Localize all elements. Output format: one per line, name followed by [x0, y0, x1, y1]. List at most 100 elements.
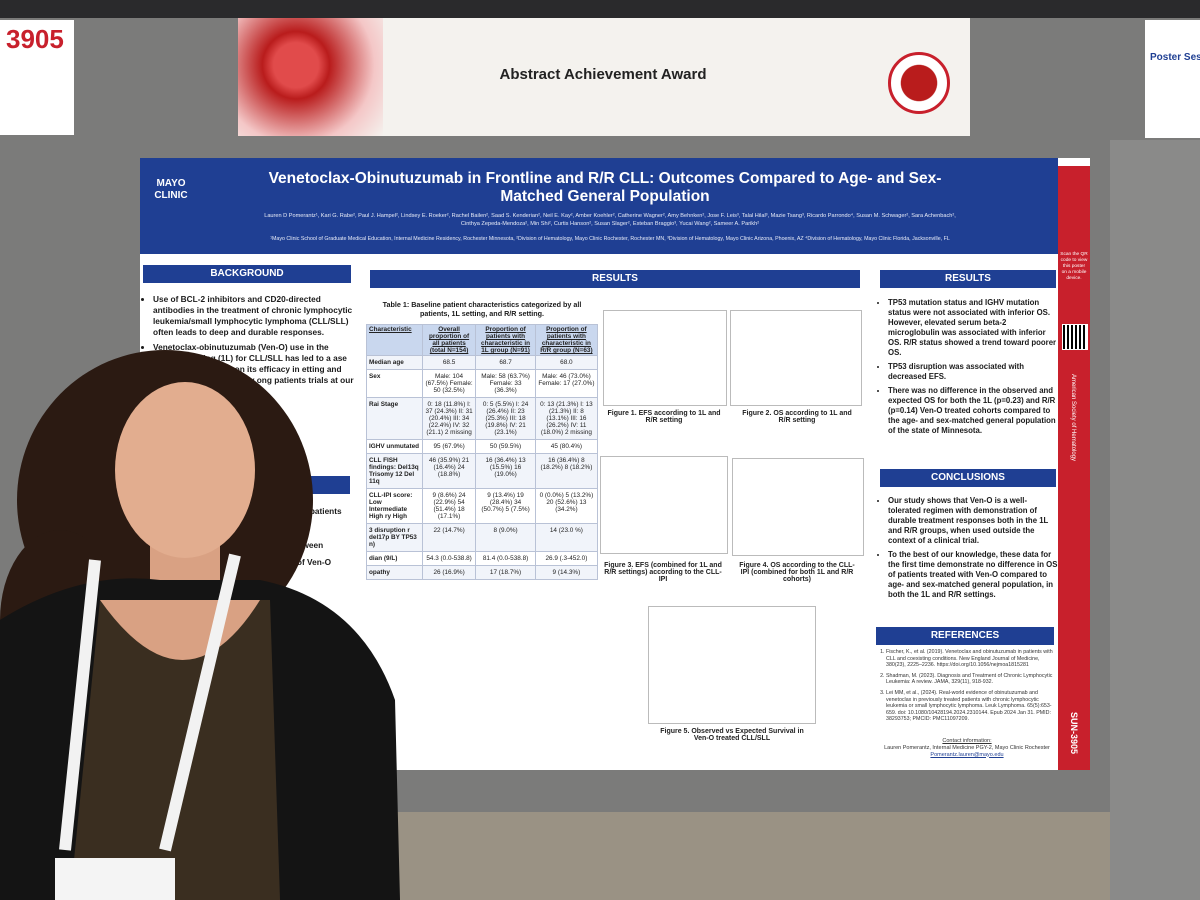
background-bullet: Use of BCL-2 inhibitors and CD20-directe…: [153, 294, 358, 338]
table-row: 3 disruption r del17p BY TP53 n) 22 (14.7…: [366, 523, 599, 552]
table-cell: Male: 104 (67.5%) Female: 50 (32.5%): [421, 369, 477, 398]
table-cell: 9 (14.3%): [534, 565, 599, 580]
table-cell: 26.9 (.3-452.0): [534, 551, 599, 566]
contact: Contact information: Lauren Pomerantz, I…: [878, 738, 1056, 758]
qr-code: [1062, 324, 1088, 350]
references-text: Fischer, K., et al. (2019). Venetoclax a…: [878, 649, 1056, 727]
table-row: opathy 26 (16.9%) 17 (18.7%) 9 (14.3%): [366, 565, 599, 580]
table-header-row: Characteristic Overall proportion of all …: [366, 324, 599, 356]
person: [0, 350, 400, 900]
table-cell: 54.3 (0.0-538.8): [421, 551, 477, 566]
poster-title: Venetoclax-Obinutuzumab in Frontline and…: [268, 170, 942, 205]
table-cell: 16 (36.4%) 8 (18.2%) 8 (18.2%): [534, 453, 599, 489]
conclusion-bullet: To the best of our knowledge, these data…: [888, 550, 1058, 600]
results-right-list: TP53 mutation status and IGHV mutation s…: [878, 298, 1058, 436]
figure-3-plot: [600, 456, 728, 554]
table-cell: 0: 18 (11.8%) I: 37 (24.3%) II: 31 (20.4…: [421, 397, 477, 440]
table-cell: 17 (18.7%): [475, 565, 536, 580]
poster-affiliations: ¹Mayo Clinic School of Graduate Medical …: [270, 236, 950, 242]
poster-id: SUN-3905: [1069, 712, 1079, 755]
conclusions-text: Our study shows that Ven-O is a well-tol…: [878, 496, 1058, 604]
table-wrap: Characteristic Overall proportion of all …: [366, 324, 599, 580]
table-cell: 22 (14.7%): [421, 523, 477, 552]
table-cell: 26 (16.9%): [421, 565, 477, 580]
conclusions-heading: CONCLUSIONS: [880, 469, 1056, 487]
society-text: American Society of Hematology: [1070, 374, 1076, 462]
table-cell: 68.5: [421, 355, 477, 370]
table-cell: 68.0: [534, 355, 599, 370]
table-cell: 3 disruption r del17p BY TP53 n): [366, 523, 423, 552]
figure-caption: Figure 1. EFS according to 1L and R/R se…: [607, 410, 721, 424]
results-right-text: TP53 mutation status and IGHV mutation s…: [878, 298, 1058, 440]
booth-number: 3905: [6, 24, 64, 54]
poster-header: [140, 158, 1058, 254]
fragment: e of Ven-O: [290, 557, 332, 567]
table-cell: 68.7: [475, 355, 536, 370]
table-cell: IGHV unmutated: [366, 439, 423, 454]
table-cell: 95 (67.9%): [421, 439, 477, 454]
references-list: Fischer, K., et al. (2019). Venetoclax a…: [878, 649, 1056, 723]
face: [115, 382, 255, 558]
contact-line: Lauren Pomerantz, Internal Medicine PGY-…: [884, 744, 1050, 751]
side-sign-title: Poster Sess: [1150, 52, 1200, 63]
fragment: ntify patients: [290, 506, 342, 516]
figure-caption: Figure 3. EFS (combined for 1L and R/R s…: [604, 562, 722, 583]
table-row: IGHV unmutated 95 (67.9%) 50 (59.5%) 45 (80…: [366, 439, 599, 454]
table-cell: Rai Stage: [366, 397, 423, 440]
booth-sign: 3905: [0, 20, 74, 135]
table-header-cell: Proportion of patients with characterist…: [534, 324, 599, 356]
lanyard: [59, 553, 241, 852]
table-cell: 9 (8.6%) 24 (22.9%) 54 (51.4%) 18 (17.1%…: [421, 488, 477, 524]
conclusion-bullet: Our study shows that Ven-O is a well-tol…: [888, 496, 1058, 546]
results-bullet: There was no difference in the observed …: [888, 386, 1058, 436]
figure-4-plot: [732, 458, 864, 556]
dress: [70, 600, 280, 900]
mayo-logo: MAYO CLINIC: [154, 178, 188, 201]
table-cell: 0: 5 (5.5%) I: 24 (26.4%) II: 23 (25.3%)…: [475, 397, 536, 440]
banner-art: [238, 18, 383, 136]
conclusions-list: Our study shows that Ven-O is a well-tol…: [878, 496, 1058, 600]
ash-logo: [888, 52, 950, 114]
figure-caption: Figure 2. OS according to 1L and R/R set…: [742, 410, 852, 424]
table-cell: 0: 13 (21.3%) I: 13 (21.3%) II: 8 (13.1%…: [534, 397, 599, 440]
table-cell: 16 (36.4%) 13 (15.5%) 16 (19.0%): [475, 453, 536, 489]
background-heading: BACKGROUND: [143, 265, 351, 283]
side-sign: Poster Sess: [1145, 20, 1200, 138]
reference: Lei MM, et al., (2024). Real-world evide…: [886, 690, 1056, 723]
reference: Shadman, M. (2023). Diagnosis and Treatm…: [886, 673, 1056, 686]
table-cell: Male: 58 (63.7%) Female: 33 (36.3%): [475, 369, 536, 398]
table-cell: 8 (9.0%): [475, 523, 536, 552]
table-cell: opathy: [366, 565, 423, 580]
table-header-cell: Overall proportion of all patients (tota…: [421, 324, 477, 356]
table-cell: CLL-IPI score: Low Intermediate High ry …: [366, 488, 423, 524]
badge: [55, 858, 175, 900]
contact-line: Pomerantz.lauren@mayo.edu: [930, 751, 1004, 758]
qr-text: Scan the QR code to view this poster on …: [1060, 252, 1088, 281]
table-row: dian (9/L) 54.3 (0.0-538.8) 81.4 (0.0-538.…: [366, 551, 599, 566]
table-row: Sex Male: 104 (67.5%) Female: 50 (32.5%) M…: [366, 369, 599, 398]
table-cell: 14 (23.0 %): [534, 523, 599, 552]
references-heading: REFERENCES: [876, 627, 1054, 645]
table-caption: Table 1: Baseline patient characteristic…: [382, 300, 582, 318]
fragment: between: [290, 540, 324, 550]
figure-caption: Figure 4. OS according to the CLL-IPI (c…: [739, 562, 855, 583]
table-header-cell: Proportion of patients with characterist…: [475, 324, 536, 356]
table-header-cell: Characteristic: [366, 324, 423, 356]
figure-2-plot: [730, 310, 862, 406]
results-bullet: TP53 mutation status and IGHV mutation s…: [888, 298, 1058, 358]
ceiling: [0, 0, 1200, 18]
table-row: CLL-IPI score: Low Intermediate High ry …: [366, 488, 599, 524]
side-strip: Scan the QR code to view this poster on …: [1058, 166, 1090, 770]
table-cell: 0 (0.0%) 5 (13.2%) 20 (52.6%) 13 (34.2%): [534, 488, 599, 524]
contact-line: Contact information:: [942, 738, 992, 744]
table-cell: 81.4 (0.0-538.8): [475, 551, 536, 566]
results-heading: RESULTS: [370, 270, 860, 288]
figure-caption: Figure 5. Observed vs Expected Survival …: [660, 728, 804, 742]
table-cell: 9 (13.4%) 19 (28.4%) 34 (50.7%) 5 (7.5%): [475, 488, 536, 524]
award-banner: Abstract Achievement Award: [238, 18, 970, 136]
award-text: Abstract Achievement Award: [499, 66, 707, 83]
table-cell: 46 (35.9%) 21 (16.4%) 24 (18.8%): [421, 453, 477, 489]
reference: Fischer, K., et al. (2019). Venetoclax a…: [886, 649, 1056, 669]
poster-authors: Lauren D Pomerantz¹, Kari G. Rabe², Paul…: [264, 213, 956, 227]
